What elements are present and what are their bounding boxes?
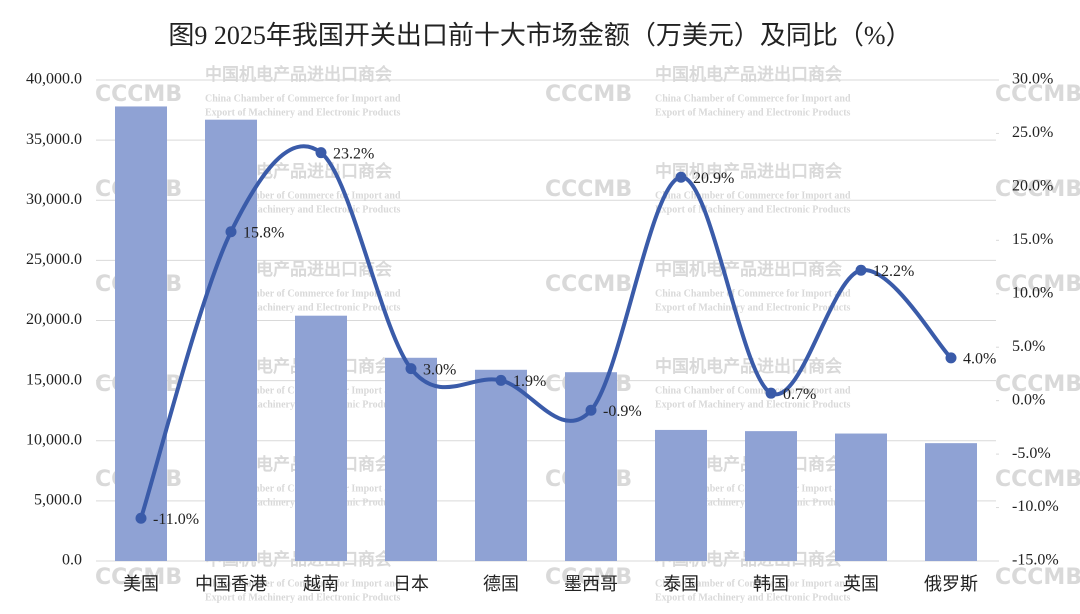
watermark-english: China Chamber of Commerce for Import and: [655, 190, 851, 201]
y-tick-label: 40,000.0: [26, 71, 82, 88]
watermark-english: Export of Machinery and Electronic Produ…: [205, 107, 401, 118]
data-label: 15.8%: [243, 224, 284, 241]
y-tick-label: 30,000.0: [26, 191, 82, 208]
watermark-english: Export of Machinery and Electronic Produ…: [655, 302, 851, 313]
x-tick-label: 韩国: [753, 574, 789, 594]
x-tick-label: 德国: [483, 574, 519, 594]
y2-tick-label: -15.0%: [1012, 552, 1059, 569]
bar: [385, 357, 437, 561]
line-marker: [585, 404, 597, 416]
watermark-english: Export of Machinery and Electronic Produ…: [655, 592, 851, 603]
line-marker: [315, 147, 327, 159]
bar: [745, 431, 797, 561]
y2-tick-label: 20.0%: [1012, 178, 1053, 195]
watermark-english: Export of Machinery and Electronic Produ…: [655, 107, 851, 118]
watermark-english: China Chamber of Commerce for Import and: [655, 578, 851, 589]
watermark-logo: CCCMB: [995, 467, 1080, 492]
y-tick-label: 10,000.0: [26, 431, 82, 448]
line-marker: [675, 171, 687, 183]
line-marker: [945, 352, 957, 364]
y-tick-label: 20,000.0: [26, 311, 82, 328]
y2-tick-label: -10.0%: [1012, 498, 1059, 515]
y2-tick-label: -5.0%: [1012, 445, 1051, 462]
y-tick-label: 0.0: [62, 552, 82, 569]
watermark-logo: CCCMB: [95, 82, 182, 107]
line: [139, 144, 953, 521]
data-label: 23.2%: [333, 145, 374, 162]
watermark-logo: CCCMB: [545, 565, 632, 590]
data-label: 12.2%: [873, 263, 914, 280]
y-tick-label: 35,000.0: [26, 131, 82, 148]
watermark-english: China Chamber of Commerce for Import and: [655, 385, 851, 396]
watermark-name: 中国机电产品进出口商会: [205, 64, 392, 85]
watermark-english: Export of Machinery and Electronic Produ…: [205, 302, 401, 313]
data-label: 20.9%: [693, 170, 734, 187]
bar: [295, 315, 347, 561]
line-marker: [495, 374, 507, 386]
watermark-english: China Chamber of Commerce for Import and: [205, 190, 401, 201]
watermark-english: China Chamber of Commerce for Import and: [205, 578, 401, 589]
watermark-name: 中国机电产品进出口商会: [655, 64, 842, 85]
y2-tick-label: 25.0%: [1012, 124, 1053, 141]
watermark-english: Export of Machinery and Electronic Produ…: [655, 399, 851, 410]
bar: [205, 119, 257, 562]
line-marker: [225, 226, 237, 238]
bar: [835, 433, 887, 561]
watermark-logo: CCCMB: [995, 82, 1080, 107]
watermark-logo: CCCMB: [545, 82, 632, 107]
data-label: 3.0%: [423, 361, 456, 378]
watermark-english: China Chamber of Commerce for Import and: [205, 93, 401, 104]
watermark-layer: CCCMB CCCMB CCCMB CCCMB CCCMB CCCMB CCCMB CCCMB…: [95, 64, 1080, 603]
data-label: -11.0%: [153, 511, 199, 528]
line-marker: [855, 264, 867, 276]
data-label: 4.0%: [963, 351, 996, 368]
x-tick-label: 俄罗斯: [924, 574, 978, 594]
watermark-english: Export of Machinery and Electronic Produ…: [205, 592, 401, 603]
watermark-logo: CCCMB: [545, 177, 632, 202]
chart-title: 图9 2025年我国开关出口前十大市场金额（万美元）及同比（%）: [168, 21, 911, 50]
y-tick-label: 15,000.0: [26, 371, 82, 388]
watermark-name: 中国机电产品进出口商会: [655, 161, 842, 182]
y-tick-label: 5,000.0: [34, 492, 82, 509]
bar: [115, 106, 167, 561]
x-tick-label: 英国: [843, 574, 879, 594]
data-label: -0.9%: [603, 403, 642, 420]
watermark-logo: CCCMB: [95, 565, 182, 590]
watermark-logo: CCCMB: [545, 272, 632, 297]
watermark-name: 中国机电产品进出口商会: [655, 259, 842, 280]
line-marker: [765, 387, 777, 399]
y2-tick-label: 30.0%: [1012, 71, 1053, 88]
y2-tick-label: 0.0%: [1012, 391, 1045, 408]
watermark-logo: CCCMB: [995, 565, 1080, 590]
y2-tick-label: 15.0%: [1012, 231, 1053, 248]
watermark-english: China Chamber of Commerce for Import and: [655, 288, 851, 299]
y2-tick-label: 5.0%: [1012, 338, 1045, 355]
y2-tick-label: 10.0%: [1012, 284, 1053, 301]
x-tick-label: 墨西哥: [564, 574, 618, 594]
data-label: 1.9%: [513, 373, 546, 390]
line-marker: [405, 363, 417, 375]
x-tick-label: 泰国: [663, 574, 699, 594]
line-marker: [135, 512, 147, 524]
watermark-english: Export of Machinery and Electronic Produ…: [205, 204, 401, 215]
watermark-logo: CCCMB: [995, 272, 1080, 297]
x-tick-label: 日本: [393, 574, 429, 594]
x-tick-label: 美国: [123, 574, 159, 594]
watermark-name: 中国机电产品进出口商会: [655, 356, 842, 377]
watermark-logo: CCCMB: [995, 177, 1080, 202]
watermark-english: China Chamber of Commerce for Import and: [655, 93, 851, 104]
data-label: 0.7%: [783, 386, 816, 403]
y-tick-label: 25,000.0: [26, 251, 82, 268]
x-tick-label: 越南: [303, 574, 339, 594]
watermark-logo: CCCMB: [995, 372, 1080, 397]
x-tick-label: 中国香港: [195, 574, 267, 594]
bar: [565, 372, 617, 561]
watermark-english: Export of Machinery and Electronic Produ…: [655, 204, 851, 215]
bar: [655, 429, 707, 561]
bar: [925, 443, 977, 561]
watermark-english: China Chamber of Commerce for Import and: [205, 288, 401, 299]
bar: [475, 369, 527, 561]
